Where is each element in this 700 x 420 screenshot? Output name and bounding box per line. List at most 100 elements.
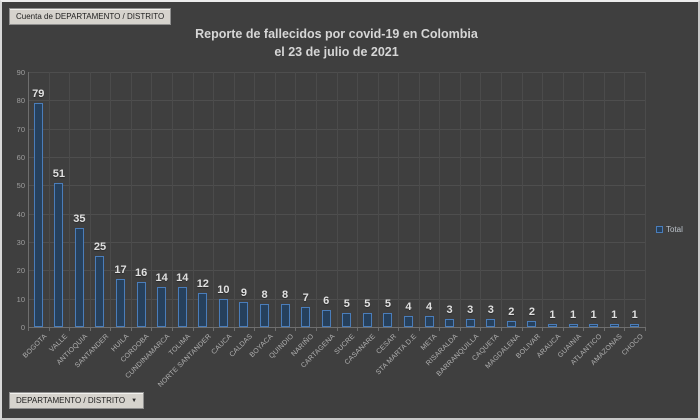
x-axis-tick [480,328,482,331]
x-axis-tick [501,328,503,331]
x-gridline [130,72,132,327]
x-gridline [171,72,173,327]
x-gridline [439,72,441,327]
x-axis-tick [603,328,605,331]
bar-value-label: 5 [384,297,391,310]
x-axis-category-label: STA MARTA D.E [375,333,419,377]
x-axis-tick [171,328,173,331]
bar-value-label: 16 [134,266,148,279]
chevron-down-icon: ▼ [131,397,138,404]
bar-cauca [218,298,228,327]
x-axis-tick [357,328,359,331]
bar-barranquilla [465,318,475,327]
bar-value-label: 4 [405,300,412,313]
bar-value-label: 1 [631,309,638,322]
bar-value-label: 2 [508,306,515,319]
bar-risaralda [445,318,455,327]
x-axis-tick [28,328,29,331]
bar-boyaca [260,304,270,327]
x-axis-line [28,327,646,328]
bar-value-label: 1 [590,309,597,322]
bar-value-label: 9 [240,286,247,299]
y-axis-tick-label: 60 [16,153,25,162]
bar-caqueta [486,318,496,327]
bar-value-label: 7 [302,292,309,305]
x-gridline [645,72,646,327]
x-axis-category-label: CHOCO [620,333,645,358]
y-axis-tick-label: 20 [16,266,25,276]
bar-value-label: 3 [487,303,494,316]
x-axis-tick [439,328,441,331]
bar-casanare [362,312,372,327]
x-gridline [254,72,256,327]
chart-title-line2: el 23 de julio de 2021 [274,45,399,59]
bar-santander [95,256,105,327]
bar-guainia [568,324,578,327]
x-axis-tick [336,328,338,331]
bar-caldas [239,301,249,327]
bar-value-label: 35 [73,212,86,225]
x-axis-tick [562,328,564,331]
x-gridline [501,72,503,327]
x-axis-tick [398,328,400,331]
x-gridline [583,72,585,327]
x-axis-tick [274,328,276,331]
bar-valle [54,182,64,327]
bar-value-label: 25 [93,241,107,254]
bar-value-label: 14 [155,272,168,285]
y-axis-tick-label: 40 [16,209,25,219]
x-gridline [603,72,605,327]
x-gridline [233,72,235,327]
x-axis-tick [110,328,112,331]
x-gridline [624,72,626,327]
y-axis-line [28,72,29,328]
x-gridline [274,72,276,327]
bar-value-label: 12 [196,278,209,290]
x-axis-tick [192,328,194,331]
pivot-field-count-button[interactable]: Cuenta de DEPARTAMENTO / DISTRITO [9,8,172,25]
x-axis-tick [48,328,50,331]
x-gridline [418,72,420,327]
x-gridline [542,72,544,327]
chart-title-line1: Reporte de fallecidos por covid-19 en Co… [195,27,478,41]
bar-cartagena [321,310,331,327]
bar-atlantico [589,324,599,327]
bar-value-label: 2 [528,306,535,319]
x-axis-category-label: META [420,333,440,352]
x-gridline [151,72,153,327]
x-gridline [213,72,215,327]
bar-value-label: 3 [467,303,474,316]
x-axis-tick [315,328,317,331]
bar-choco [630,324,640,327]
x-gridline [377,72,379,327]
bar-value-label: 4 [425,300,433,313]
category-field-dropdown-button[interactable]: DEPARTAMENTO / DISTRITO ▼ [9,392,145,409]
bar-value-label: 1 [549,309,556,322]
x-gridline [480,72,482,327]
bar-value-label: 3 [446,303,453,316]
x-axis-tick [542,328,544,331]
bar-cundinamarca [157,287,167,327]
chart-title: Reporte de fallecidos por covid-19 en Co… [28,25,645,61]
bar-bolivar [527,321,537,327]
legend-series-swatch [656,226,663,233]
x-gridline [48,72,50,327]
bar-antioquia [74,227,84,327]
x-axis-tick [130,328,132,331]
x-axis-tick [254,328,256,331]
x-gridline [192,72,194,327]
x-gridline [69,72,71,327]
legend-series-label: Total [666,225,683,234]
y-axis-tick-label: 70 [16,124,25,134]
bar-value-label: 17 [114,263,127,276]
x-gridline [295,72,297,327]
bar-value-label: 5 [343,297,350,310]
bar-quindio [280,304,290,327]
bar-sucre [342,312,352,327]
bar-cordoba [136,281,146,327]
x-axis-tick [459,328,461,331]
y-axis-tick-label: 80 [16,96,25,106]
x-gridline [315,72,317,327]
bar-value-label: 8 [282,289,289,302]
